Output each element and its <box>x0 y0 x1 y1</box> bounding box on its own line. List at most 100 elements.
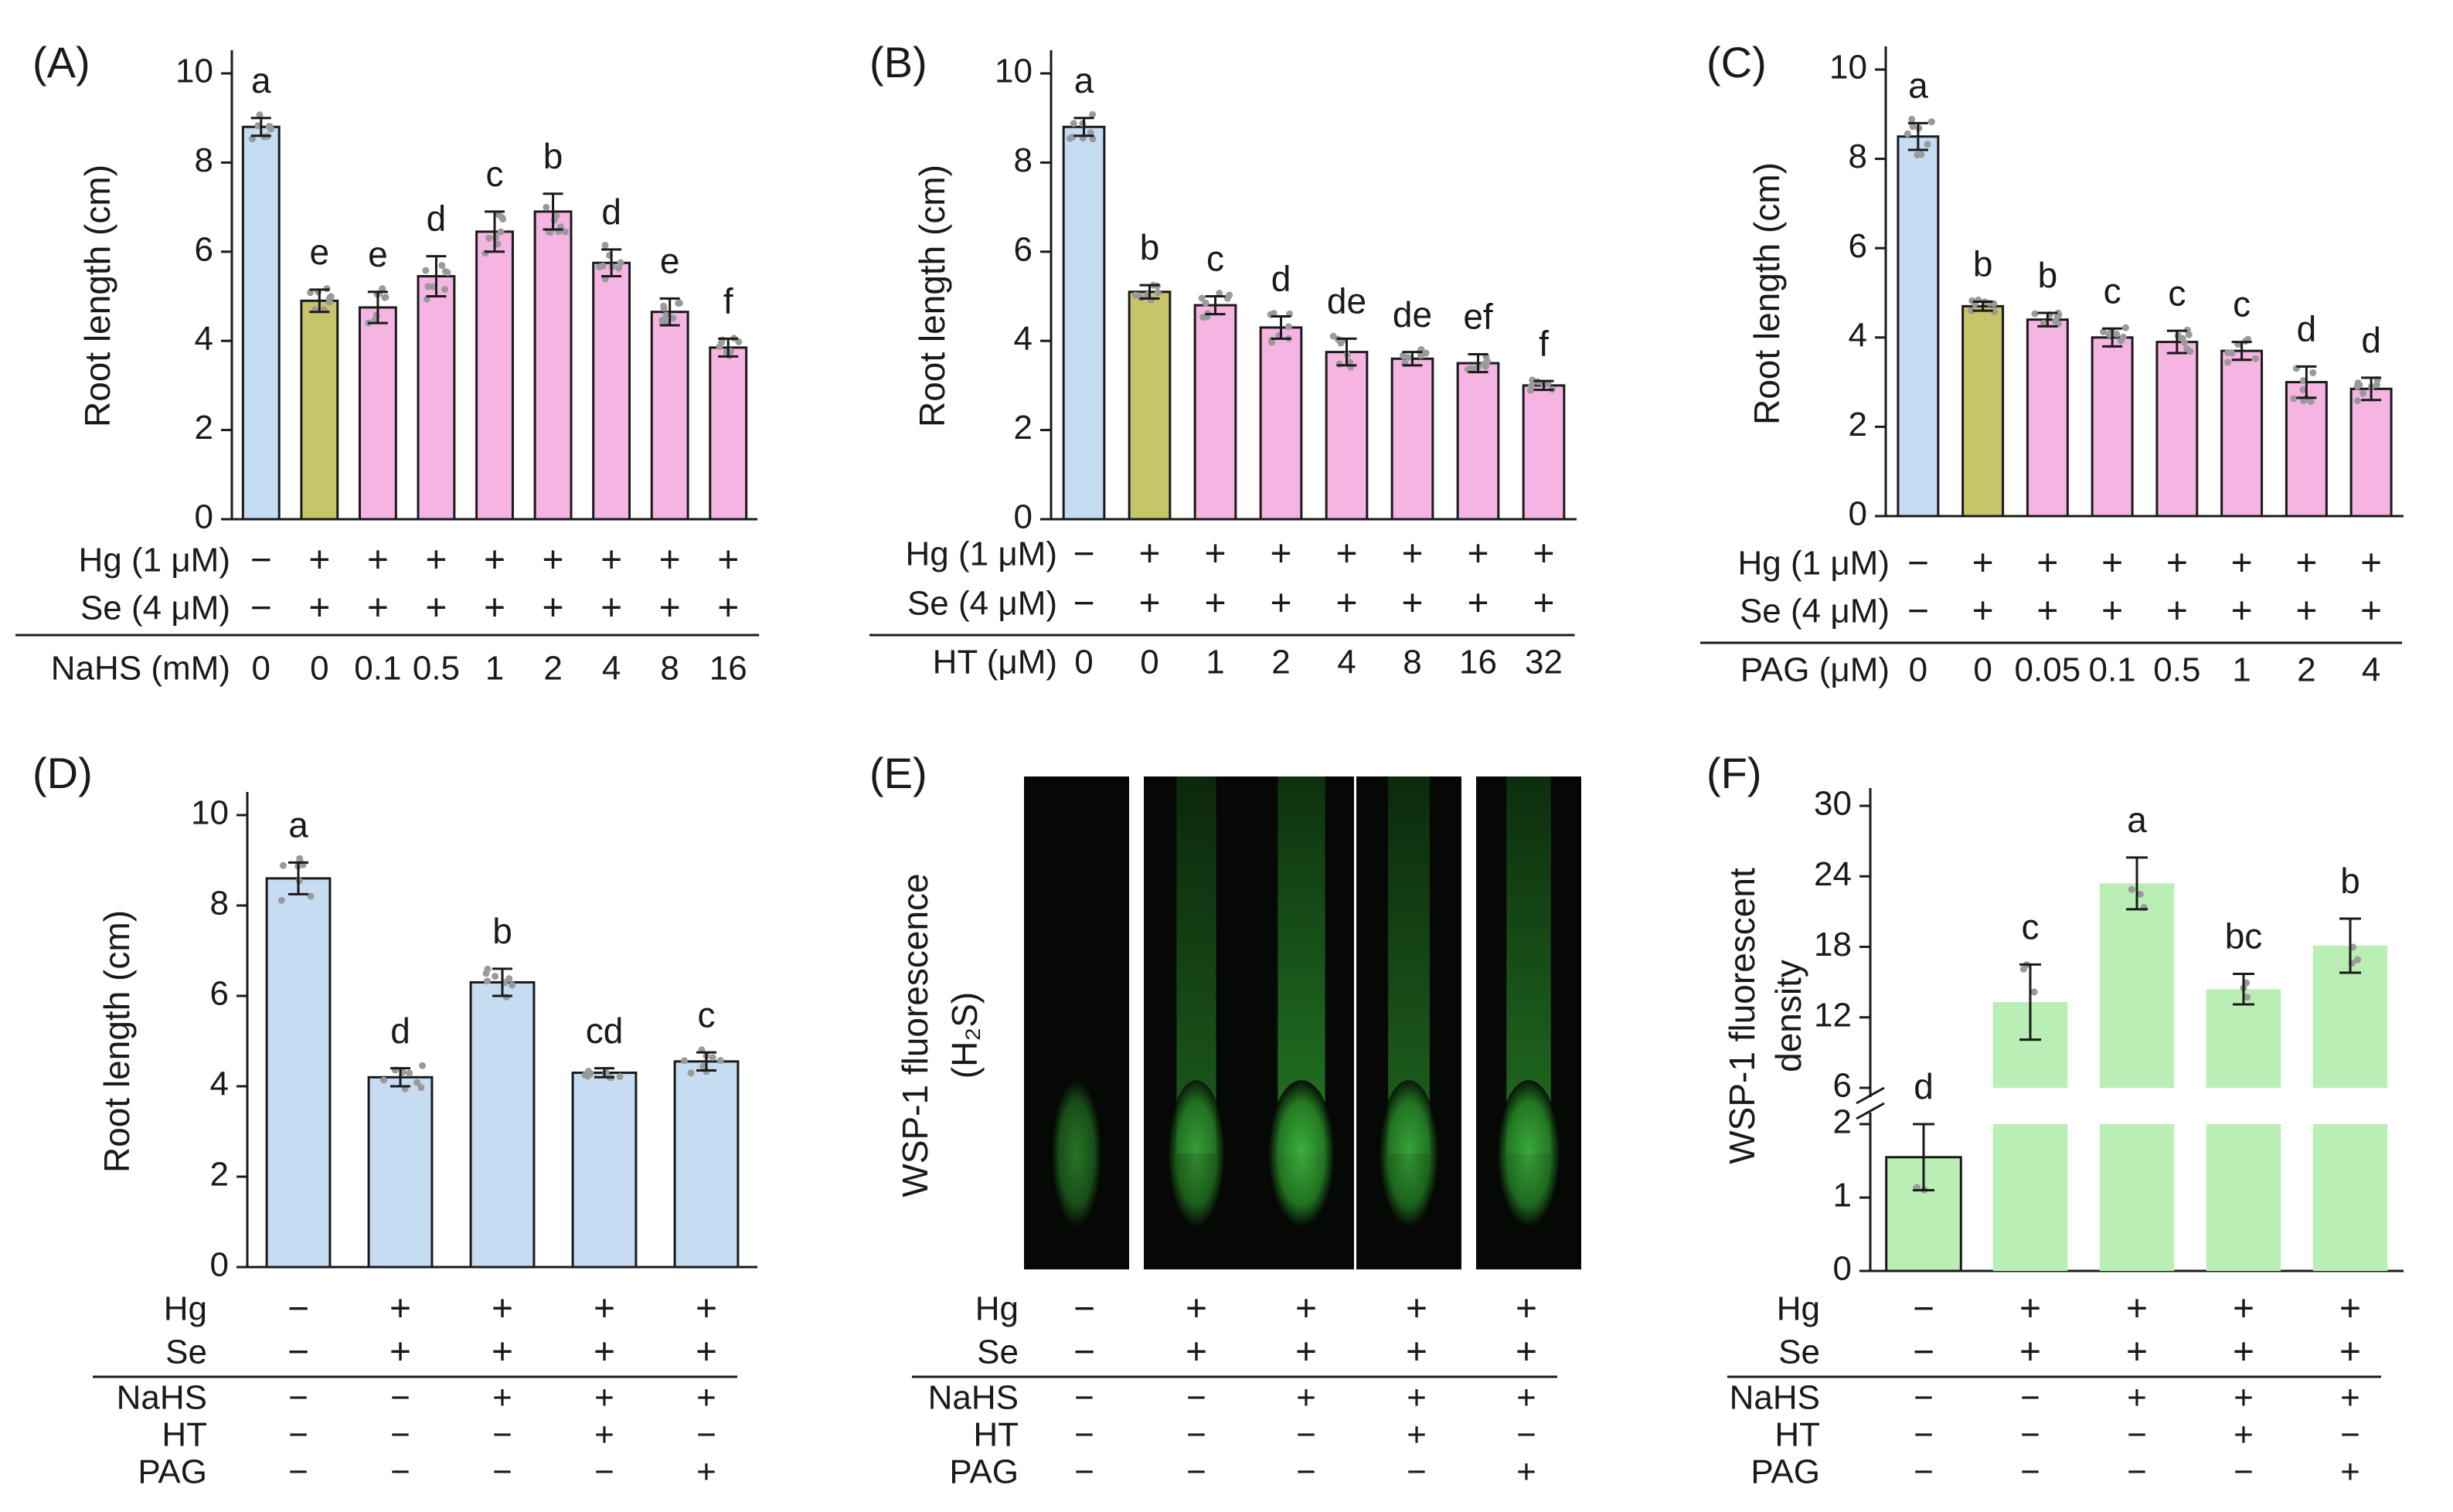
data-point <box>662 311 670 319</box>
row-label: Se (4 μM) <box>907 585 1057 623</box>
data-point <box>2113 330 2121 338</box>
row-cell: + <box>717 540 739 581</box>
data-point <box>2299 386 2307 393</box>
data-point <box>380 1076 388 1084</box>
data-point <box>601 241 609 249</box>
y-axis-title: (H₂S) <box>944 992 985 1079</box>
data-point <box>494 240 502 248</box>
row-label: NaHS <box>928 1379 1019 1417</box>
row-label: Hg <box>164 1290 207 1328</box>
data-point <box>279 861 287 869</box>
bar-lower <box>1992 1124 2068 1271</box>
row-cell: 16 <box>709 650 747 688</box>
significance-letter: a <box>1908 66 1928 106</box>
data-point <box>1909 123 1917 131</box>
row-cell: 1 <box>485 650 504 688</box>
data-point <box>2359 389 2366 397</box>
bar-lower <box>2099 1124 2175 1271</box>
row-cell: + <box>1335 534 1357 575</box>
data-point <box>1079 120 1087 127</box>
data-point <box>1154 289 1162 297</box>
row-label: Se <box>165 1334 207 1371</box>
row-cell: + <box>594 1416 614 1454</box>
data-point <box>382 294 390 301</box>
y-tick-label: 4 <box>1014 320 1033 358</box>
row-cell: + <box>1401 583 1423 624</box>
significance-letter: c <box>1206 239 1224 279</box>
significance-letter: a <box>2127 800 2147 840</box>
bar <box>709 346 748 521</box>
row-label: PAG <box>138 1453 207 1491</box>
row-cell: − <box>1913 1332 1934 1373</box>
data-point <box>277 896 285 904</box>
row-cell: + <box>2231 591 2253 632</box>
data-point <box>254 122 262 130</box>
row-cell: + <box>594 1379 614 1417</box>
data-point <box>717 339 725 347</box>
row-cell: + <box>1270 583 1291 624</box>
axis-break-mark <box>1856 1086 1885 1105</box>
row-cell: − <box>1914 1416 1934 1454</box>
row-cell: + <box>2101 543 2123 584</box>
row-label: NaHS <box>1730 1379 1820 1417</box>
data-point <box>1337 339 1345 347</box>
row-cell: + <box>2339 1332 2361 1373</box>
data-point <box>1284 323 1292 331</box>
row-cell: − <box>288 1453 308 1491</box>
y-tick-label: 2 <box>195 409 213 447</box>
y-tick-label: 30 <box>1814 785 1852 823</box>
row-label: NaHS <box>117 1379 207 1417</box>
bar <box>1325 351 1369 521</box>
data-point <box>485 234 493 242</box>
row-cell: − <box>1407 1453 1427 1491</box>
row-cell: − <box>1907 591 1929 632</box>
y-tick-label: 4 <box>210 1065 229 1103</box>
data-point <box>2244 994 2251 1001</box>
y-tick-label: 0 <box>1014 498 1033 536</box>
y-tick-label: 6 <box>195 230 213 268</box>
row-cell: 0.5 <box>2153 651 2200 689</box>
row-label: Hg (1 μM) <box>79 542 230 579</box>
row-cell: − <box>2234 1453 2254 1491</box>
bar <box>367 1075 434 1269</box>
row-cell: − <box>250 540 272 581</box>
bar-lower <box>2206 1124 2281 1271</box>
row-cell: + <box>2233 1332 2254 1373</box>
panel-label: (E) <box>869 749 927 797</box>
data-point <box>1917 151 1925 158</box>
data-point <box>584 1068 592 1075</box>
significance-letter: b <box>492 911 512 951</box>
row-cell: + <box>1972 543 1994 584</box>
row-label: PAG <box>949 1453 1019 1491</box>
bar <box>241 125 281 521</box>
y-axis-title: Root length (cm) <box>912 165 952 427</box>
data-point <box>406 1069 413 1077</box>
significance-letter: b <box>1973 244 1993 284</box>
data-point <box>482 970 490 977</box>
row-cell: − <box>1186 1379 1206 1417</box>
data-point <box>709 1054 716 1062</box>
data-point <box>2373 381 2380 389</box>
data-point <box>1268 338 1276 346</box>
row-cell: + <box>2036 591 2058 632</box>
row-cell: + <box>543 540 564 581</box>
row-cell: 2 <box>2297 651 2315 689</box>
row-cell: 0 <box>252 650 270 688</box>
row-cell: − <box>1074 1379 1094 1417</box>
significance-letter: c <box>2233 284 2251 324</box>
data-point <box>424 283 432 291</box>
row-cell: + <box>1186 1289 1207 1330</box>
data-point <box>2354 956 2362 963</box>
row-cell: + <box>2295 591 2317 632</box>
data-point <box>1087 129 1094 137</box>
data-point <box>509 981 516 989</box>
y-tick-label: 18 <box>1814 926 1852 963</box>
significance-letter: c <box>2104 270 2121 311</box>
data-point <box>669 314 677 322</box>
row-cell: 1 <box>1206 644 1224 681</box>
significance-letter: d <box>1914 1066 1934 1106</box>
root-tip <box>1168 1080 1225 1227</box>
panel-label: (F) <box>1706 749 1762 797</box>
row-cell: + <box>2234 1379 2254 1417</box>
